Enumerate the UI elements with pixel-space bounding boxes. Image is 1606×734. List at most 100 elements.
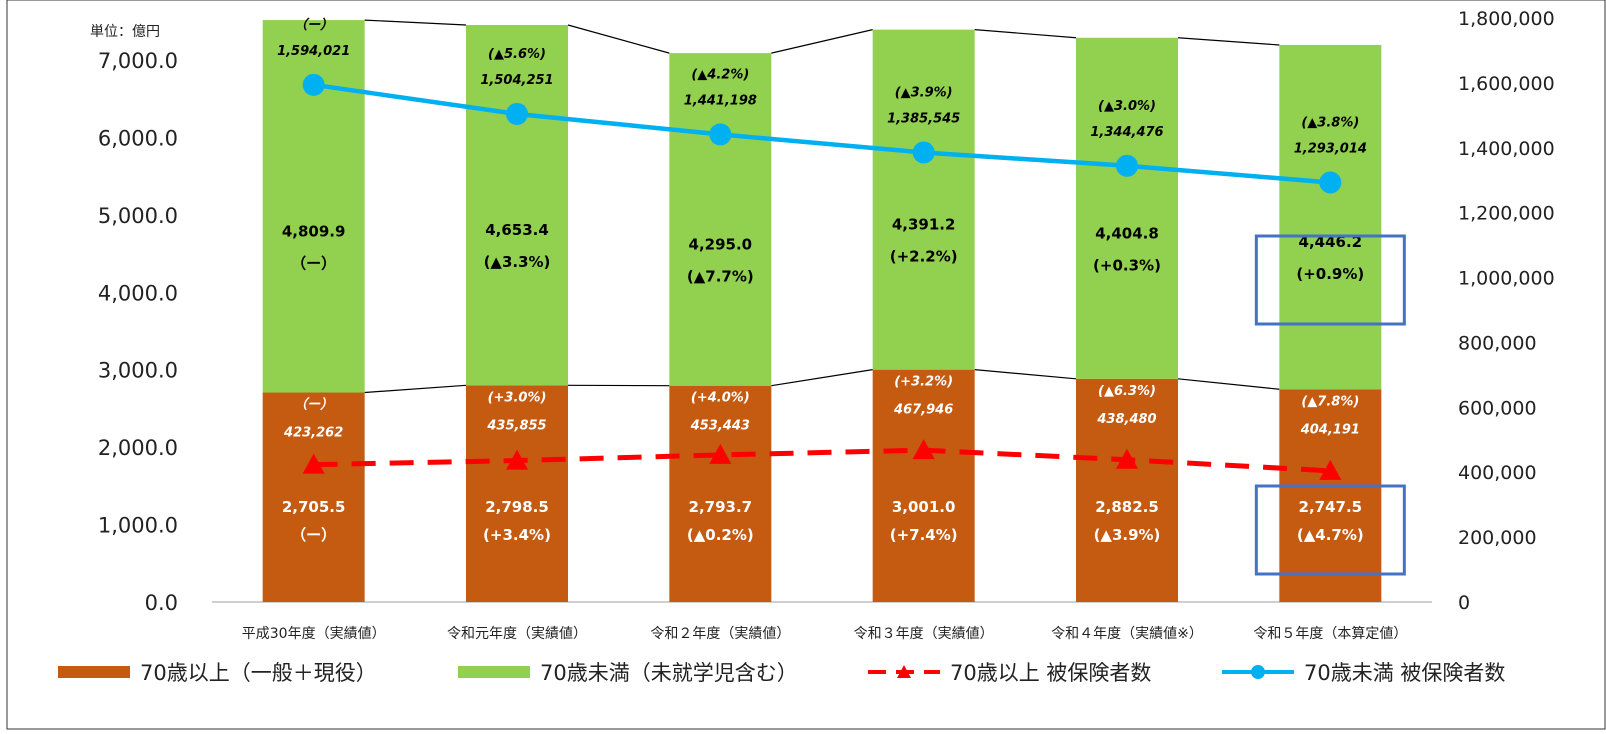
over70-bar-change-label: (▲0.2%) [687,526,754,544]
bar-70-over [1279,389,1381,602]
x-category-label: 令和２年度（実績値） [650,626,790,642]
under70-insured-value-label: 1,293,014 [1294,141,1367,156]
legend-over70-insured-label: 70歳以上 被保険者数 [950,661,1151,685]
legend-under70-insured-label: 70歳未満 被保険者数 [1304,661,1505,685]
connector-line [771,30,872,53]
over70-bar-change-label: (+3.4%) [483,526,551,544]
over70-insured-value-label: 423,262 [283,426,343,441]
legend-over70-bar-swatch [58,666,130,678]
connector-line [365,20,466,25]
x-category-label: 令和元年度（実績値） [447,626,587,642]
y-left-tick-label: 4,000.0 [98,281,178,305]
over70-insured-change-label: (+3.2%) [894,375,953,390]
under70-bar-change-label: (▲3.3%) [484,253,551,271]
unit-label: 単位：億円 [90,24,160,40]
under70-bar-change-label: (+2.2%) [890,248,958,266]
under70-insured-point [709,123,731,145]
y-left-tick-label: 5,000.0 [98,204,178,228]
under70-insured-change-label: (▲4.2%) [691,67,749,82]
over70-insured-value-label: 404,191 [1300,422,1360,437]
x-category-label: 令和４年度（実績値※） [1051,626,1203,642]
over70-bar-value-label: 2,798.5 [485,498,549,516]
under70-insured-point [506,103,528,125]
over70-bar-change-label: (▲4.7%) [1297,526,1364,544]
under70-bar-value-label: 4,404.8 [1095,224,1159,242]
under70-bar-value-label: 4,653.4 [485,221,549,239]
legend-under70-bar-label: 70歳未満（未就学児含む） [540,661,798,685]
under70-insured-point [303,74,325,96]
under70-insured-change-label: (▲5.6%) [488,47,546,62]
under70-insured-value-label: 1,344,476 [1090,125,1163,140]
over70-insured-change-label: (▲6.3%) [1098,384,1156,399]
over70-bar-value-label: 3,001.0 [892,498,956,516]
y-left-tick-label: 2,000.0 [98,436,178,460]
under70-bar-value-label: 4,295.0 [689,235,753,253]
under70-insured-change-label: (▲3.0%) [1098,99,1156,114]
over70-bar-value-label: 2,882.5 [1095,498,1159,516]
y-right-tick-label: 200,000 [1458,527,1537,549]
over70-bar-change-label: （ー） [291,526,336,544]
under70-bar-change-label: (+0.9%) [1296,265,1364,283]
x-category-label: 令和３年度（実績値） [854,626,994,642]
under70-insured-point [1319,171,1341,193]
under70-insured-point [913,141,935,163]
under70-insured-change-label: （ー） [294,17,333,33]
under70-bar-value-label: 4,391.2 [892,216,956,234]
under70-insured-change-label: (▲3.9%) [895,85,953,100]
legend-under70-bar-swatch [458,666,530,678]
legend-over70-bar-label: 70歳以上（一般＋現役） [140,661,377,685]
over70-insured-change-label: (▲7.8%) [1301,394,1359,409]
under70-bar-change-label: (+0.3%) [1093,256,1161,274]
y-left-tick-label: 1,000.0 [98,514,178,538]
under70-insured-value-label: 1,504,251 [480,73,553,88]
connector-line [568,25,669,53]
y-left-tick-label: 6,000.0 [98,126,178,150]
over70-insured-value-label: 438,480 [1096,412,1156,427]
x-category-label: 令和５年度（本算定値） [1253,626,1407,642]
y-right-tick-label: 1,000,000 [1458,268,1555,290]
over70-bar-change-label: (+7.4%) [890,526,958,544]
bar-70-under [1279,45,1381,389]
y-right-tick-label: 1,400,000 [1458,138,1555,160]
y-right-tick-label: 1,800,000 [1458,8,1555,30]
under70-insured-value-label: 1,441,198 [684,93,757,108]
over70-bar-value-label: 2,747.5 [1299,498,1363,516]
over70-bar-change-label: (▲3.9%) [1094,526,1161,544]
over70-insured-change-label: (+3.0%) [488,390,547,405]
y-left-tick-label: 0.0 [145,591,178,615]
y-right-tick-label: 400,000 [1458,462,1537,484]
connector-line [365,385,466,392]
over70-insured-value-label: 453,443 [690,419,750,434]
over70-insured-change-label: （ー） [294,397,333,413]
connector-line [975,30,1076,38]
bar-70-under [1076,38,1178,379]
bars [263,20,1382,602]
legend: 70歳以上（一般＋現役） 70歳未満（未就学児含む） 70歳以上 被保険者数 70歳未… [58,661,1505,685]
x-category-label: 平成30年度（実績値） [242,626,386,642]
y-left-tick-label: 3,000.0 [98,359,178,383]
over70-insured-value-label: 467,946 [893,403,953,418]
under70-insured-point [1116,155,1138,177]
legend-under70-insured-marker [1251,665,1265,679]
under70-insured-change-label: (▲3.8%) [1301,115,1359,130]
over70-insured-value-label: 435,855 [486,418,546,433]
y-left-tick-label: 7,000.0 [98,49,178,73]
over70-bar-value-label: 2,793.7 [689,498,753,516]
bar-70-under [873,30,975,370]
y-right-tick-label: 1,200,000 [1458,203,1555,225]
under70-bar-value-label: 4,809.9 [282,222,346,240]
y-right-tick-label: 600,000 [1458,397,1537,419]
under70-bar-change-label: （ー） [291,254,336,272]
y-right-tick-label: 1,600,000 [1458,73,1555,95]
under70-insured-value-label: 1,385,545 [887,111,960,126]
under70-bar-change-label: (▲7.7%) [687,267,754,285]
over70-insured-change-label: (+4.0%) [691,391,750,406]
under70-insured-value-label: 1,594,021 [277,44,350,59]
connector-line [1178,38,1279,45]
over70-bar-value-label: 2,705.5 [282,498,346,516]
y-right-tick-label: 0 [1458,592,1470,614]
connector-line [975,370,1076,379]
connector-line [771,370,872,386]
